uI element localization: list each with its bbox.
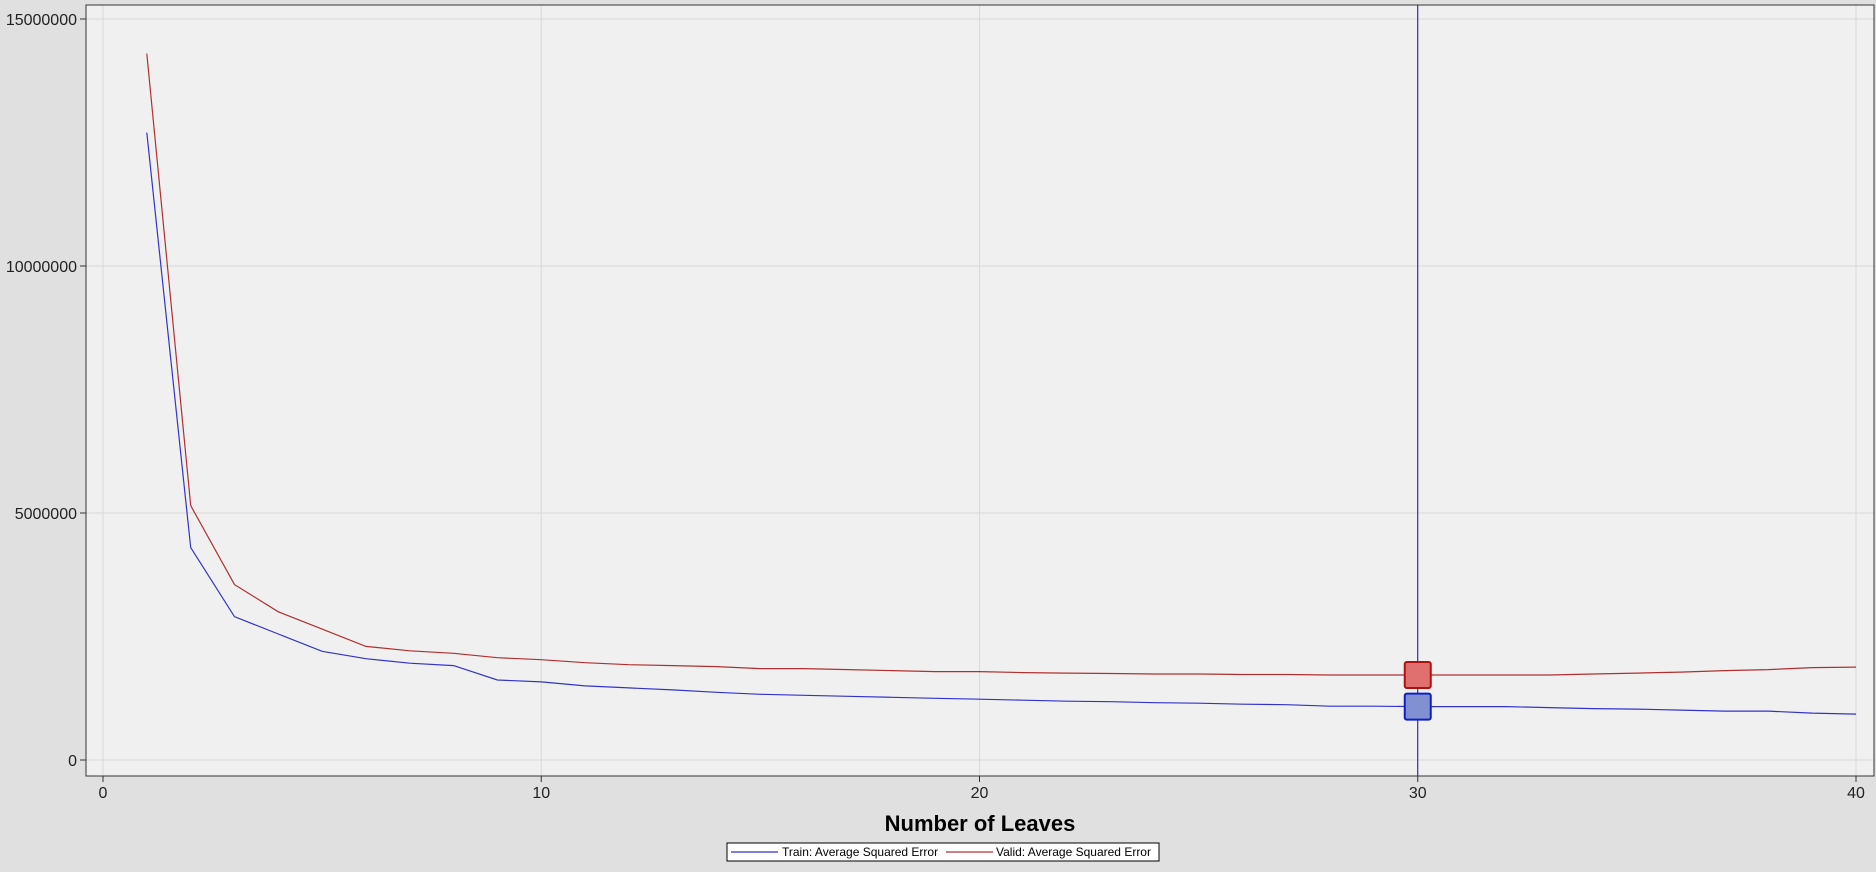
y-tick-label: 0 xyxy=(68,753,77,770)
series-line-valid xyxy=(146,53,1857,676)
legend-frame xyxy=(726,842,1160,862)
legend-label-valid: Valid: Average Squared Error xyxy=(996,845,1151,859)
y-axis: 0 5000000 10000000 15000000 xyxy=(6,12,86,770)
x-tick-label: 30 xyxy=(1409,785,1427,802)
marker-layer xyxy=(1403,661,1432,721)
y-tick-label: 15000000 xyxy=(6,12,77,29)
x-axis-title: Number of Leaves xyxy=(885,811,1076,836)
legend-label-train: Train: Average Squared Error xyxy=(782,845,938,859)
y-tick-label: 10000000 xyxy=(6,259,77,276)
selection-marker-train[interactable] xyxy=(1403,692,1432,721)
x-axis: 0 10 20 30 40 xyxy=(99,776,1865,802)
x-tick-label: 10 xyxy=(532,785,550,802)
series-line-train xyxy=(146,132,1857,715)
x-tick-label: 40 xyxy=(1847,785,1865,802)
y-tick-label: 5000000 xyxy=(15,506,77,523)
selection-marker-valid[interactable] xyxy=(1403,661,1432,690)
legend: Train: Average Squared Error Valid: Aver… xyxy=(726,842,1160,862)
series-layer xyxy=(146,53,1857,715)
grid-lines xyxy=(86,5,1874,776)
x-tick-label: 0 xyxy=(99,785,108,802)
x-tick-label: 20 xyxy=(971,785,989,802)
